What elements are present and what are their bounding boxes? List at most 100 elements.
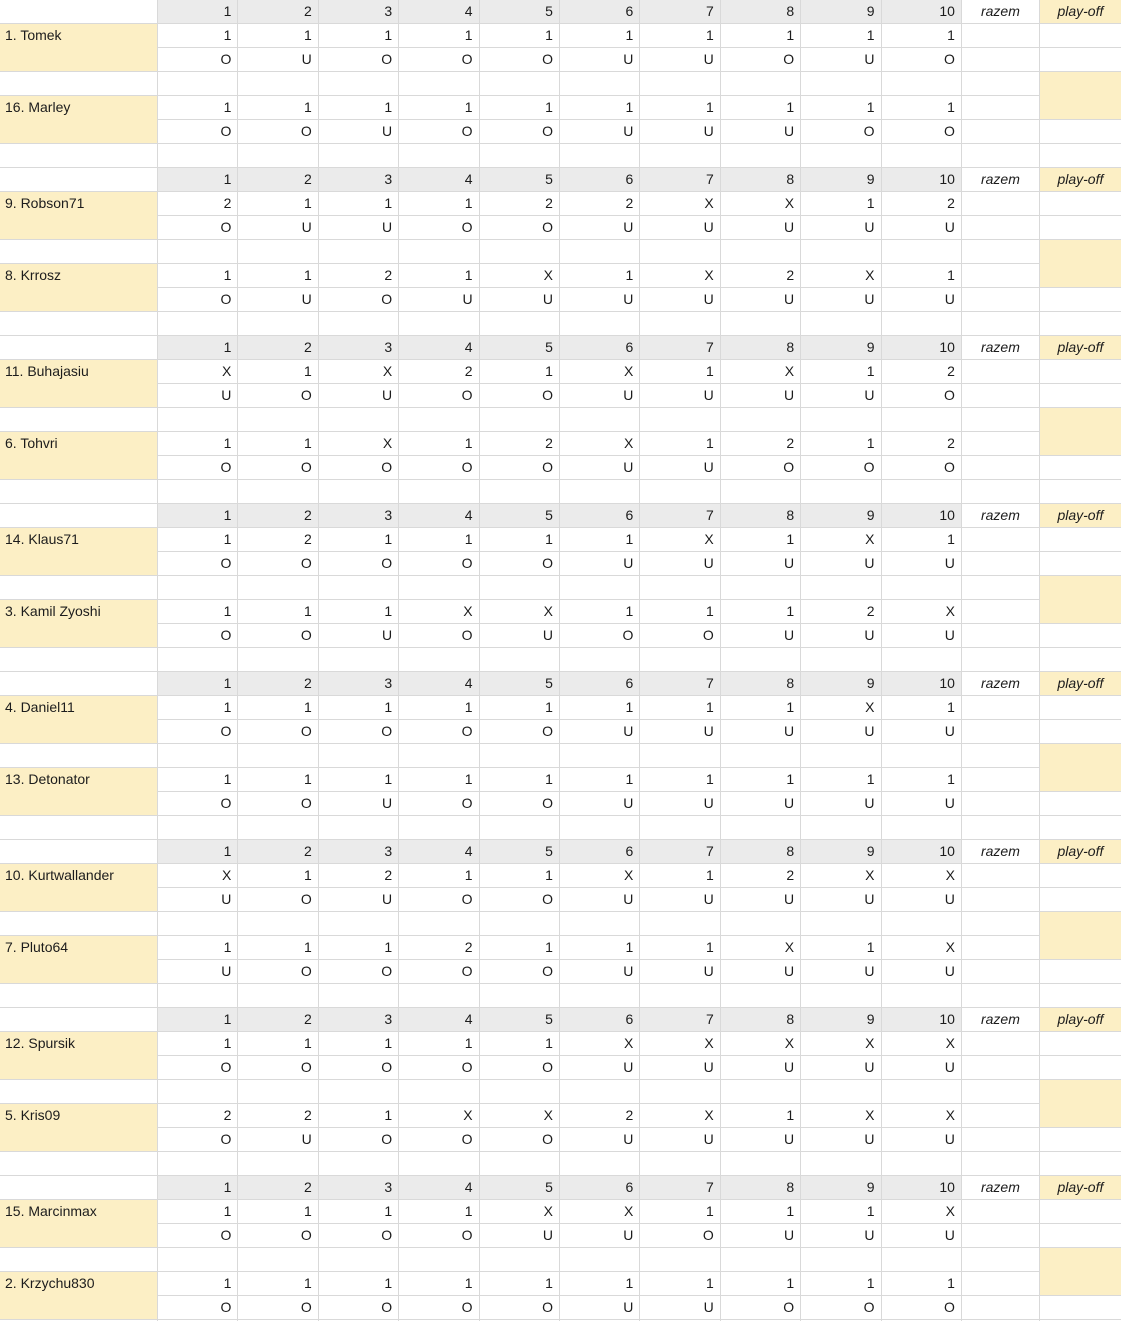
empty-cell[interactable] xyxy=(640,144,721,168)
empty-cell[interactable] xyxy=(640,72,721,96)
razem-cell[interactable] xyxy=(961,1128,1040,1152)
player-name-cell[interactable]: 10. Kurtwallander xyxy=(0,864,158,912)
pick-cell[interactable]: X xyxy=(720,936,802,960)
empty-cell[interactable] xyxy=(801,144,882,168)
playoff-cell[interactable] xyxy=(1039,1032,1121,1056)
over-under-cell[interactable]: O xyxy=(479,792,560,816)
razem-cell[interactable] xyxy=(961,552,1040,576)
over-under-cell[interactable]: U xyxy=(640,1128,721,1152)
empty-cell[interactable] xyxy=(318,744,400,768)
over-under-cell[interactable]: O xyxy=(720,48,802,72)
pick-cell[interactable]: 1 xyxy=(399,528,480,552)
playoff-cell[interactable] xyxy=(1039,288,1121,312)
razem-cell[interactable] xyxy=(961,456,1040,480)
over-under-cell[interactable]: U xyxy=(318,792,400,816)
pick-cell[interactable]: 2 xyxy=(559,192,641,216)
round-col-header[interactable]: 10 xyxy=(881,168,962,192)
over-under-cell[interactable]: O xyxy=(559,624,641,648)
over-under-cell[interactable]: O xyxy=(158,792,239,816)
corner-cell[interactable] xyxy=(0,168,158,192)
empty-cell[interactable] xyxy=(801,744,882,768)
empty-cell[interactable] xyxy=(479,648,560,672)
pick-cell[interactable]: 2 xyxy=(158,1104,239,1128)
empty-cell[interactable] xyxy=(399,1080,480,1104)
round-col-header[interactable]: 4 xyxy=(399,672,480,696)
razem-header[interactable]: razem xyxy=(961,168,1040,192)
razem-cell[interactable] xyxy=(961,624,1040,648)
over-under-cell[interactable]: U xyxy=(559,120,641,144)
razem-cell[interactable] xyxy=(961,744,1040,768)
over-under-cell[interactable]: U xyxy=(720,1224,802,1248)
pick-cell[interactable]: 1 xyxy=(399,432,480,456)
over-under-cell[interactable]: O xyxy=(399,1296,480,1320)
playoff-cell[interactable] xyxy=(1039,1128,1121,1152)
pick-cell[interactable]: 1 xyxy=(801,432,882,456)
over-under-cell[interactable]: O xyxy=(479,1128,560,1152)
pick-cell[interactable]: 1 xyxy=(238,24,319,48)
empty-cell[interactable] xyxy=(559,1080,641,1104)
empty-cell[interactable] xyxy=(881,984,962,1008)
pick-cell[interactable]: 1 xyxy=(399,1200,480,1224)
over-under-cell[interactable]: U xyxy=(640,888,721,912)
playoff-cell[interactable] xyxy=(1039,792,1121,816)
pick-cell[interactable]: 1 xyxy=(640,360,721,384)
round-col-header[interactable]: 6 xyxy=(559,1176,641,1200)
empty-cell[interactable] xyxy=(0,576,158,600)
over-under-cell[interactable]: U xyxy=(318,624,400,648)
over-under-cell[interactable]: O xyxy=(318,48,400,72)
empty-cell[interactable] xyxy=(238,480,319,504)
over-under-cell[interactable]: U xyxy=(559,960,641,984)
pick-cell[interactable]: 1 xyxy=(158,1200,239,1224)
razem-cell[interactable] xyxy=(961,1056,1040,1080)
empty-cell[interactable] xyxy=(801,984,882,1008)
player-name-cell[interactable]: 14. Klaus71 xyxy=(0,528,158,576)
over-under-cell[interactable]: U xyxy=(479,1224,560,1248)
pick-cell[interactable]: 1 xyxy=(881,1272,962,1296)
over-under-cell[interactable]: O xyxy=(238,552,319,576)
pick-cell[interactable]: 1 xyxy=(720,528,802,552)
empty-cell[interactable] xyxy=(0,912,158,936)
player-name-cell[interactable]: 8. Krrosz xyxy=(0,264,158,312)
pick-cell[interactable]: 1 xyxy=(640,864,721,888)
pick-cell[interactable]: 1 xyxy=(881,696,962,720)
playoff-cell[interactable] xyxy=(1039,864,1121,888)
pick-cell[interactable]: 1 xyxy=(640,768,721,792)
razem-cell[interactable] xyxy=(961,480,1040,504)
empty-cell[interactable] xyxy=(158,312,239,336)
round-col-header[interactable]: 2 xyxy=(238,1176,319,1200)
pick-cell[interactable]: 1 xyxy=(801,192,882,216)
over-under-cell[interactable]: U xyxy=(559,720,641,744)
empty-cell[interactable] xyxy=(318,408,400,432)
pick-cell[interactable]: 1 xyxy=(640,936,721,960)
over-under-cell[interactable]: O xyxy=(158,1128,239,1152)
razem-cell[interactable] xyxy=(961,144,1040,168)
empty-cell[interactable] xyxy=(0,1080,158,1104)
round-col-header[interactable]: 6 xyxy=(559,0,641,24)
round-col-header[interactable]: 1 xyxy=(158,336,239,360)
over-under-cell[interactable]: O xyxy=(238,456,319,480)
pick-cell[interactable]: 1 xyxy=(238,1272,319,1296)
over-under-cell[interactable]: O xyxy=(238,1224,319,1248)
playoff-cell[interactable] xyxy=(1039,720,1121,744)
pick-cell[interactable]: 1 xyxy=(479,1032,560,1056)
round-col-header[interactable]: 10 xyxy=(881,1176,962,1200)
over-under-cell[interactable]: U xyxy=(640,288,721,312)
player-name-cell[interactable]: 4. Daniel11 xyxy=(0,696,158,744)
pick-cell[interactable]: 1 xyxy=(318,768,400,792)
empty-cell[interactable] xyxy=(801,648,882,672)
pick-cell[interactable]: 1 xyxy=(318,936,400,960)
pick-cell[interactable]: X xyxy=(559,864,641,888)
round-col-header[interactable]: 6 xyxy=(559,840,641,864)
pick-cell[interactable]: X xyxy=(399,1104,480,1128)
razem-cell[interactable] xyxy=(961,528,1040,552)
empty-cell[interactable] xyxy=(479,144,560,168)
empty-cell[interactable] xyxy=(479,816,560,840)
round-col-header[interactable]: 3 xyxy=(318,0,400,24)
pick-cell[interactable]: 1 xyxy=(881,768,962,792)
over-under-cell[interactable]: O xyxy=(238,720,319,744)
over-under-cell[interactable]: U xyxy=(881,1224,962,1248)
empty-cell[interactable] xyxy=(640,576,721,600)
empty-cell[interactable] xyxy=(640,1152,721,1176)
pick-cell[interactable]: 1 xyxy=(158,1032,239,1056)
playoff-cell[interactable] xyxy=(1039,216,1121,240)
